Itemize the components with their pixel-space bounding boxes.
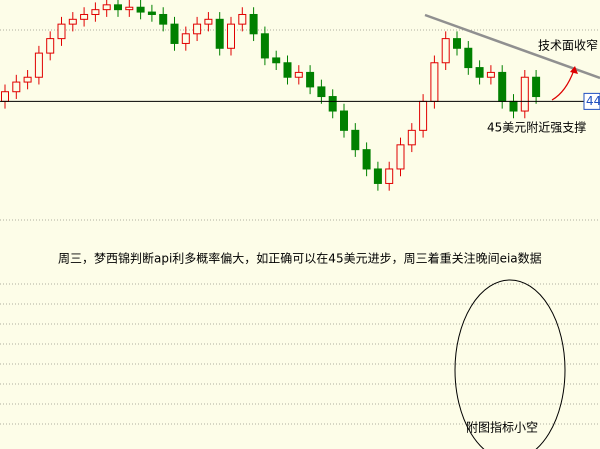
candle-body (204, 18, 213, 25)
candle-body (509, 100, 518, 112)
candle-body (453, 38, 461, 49)
candle-body (215, 18, 224, 49)
candle-body (317, 86, 326, 98)
candle-body (373, 168, 382, 184)
arrow (551, 69, 575, 101)
price-tag (583, 92, 600, 110)
candle-body (91, 9, 100, 15)
candle-body (340, 110, 348, 131)
candle-body (272, 57, 281, 64)
annotation: 周三，梦西锦判断api利多概率偏大，如正确可以在45美元进步，周三着重关注晚间e… (58, 251, 542, 266)
annotation: 附图指标小空 (466, 420, 538, 435)
candle-body (532, 76, 541, 98)
candle-body (1, 91, 9, 102)
candle-body (57, 23, 66, 40)
candle-body (102, 4, 111, 11)
grid (0, 29, 600, 425)
candle-body (80, 13, 89, 20)
annotation: 45美元附近强支撑 (487, 120, 586, 135)
candle-body (520, 76, 529, 112)
candle-body (46, 38, 55, 54)
candle-body (249, 13, 258, 35)
candle-body (385, 168, 394, 184)
highlight-ellipse (454, 279, 566, 449)
candle-body (351, 129, 360, 151)
annotation: 技术面收窄 (538, 38, 598, 53)
candle-body (464, 47, 473, 69)
candle-body (306, 71, 315, 88)
candle-body (114, 4, 122, 11)
candle-body (159, 13, 168, 25)
candle-body (34, 52, 43, 78)
candle-body (238, 13, 247, 25)
candle-body (407, 129, 416, 146)
candle-body (136, 6, 145, 13)
candle-body (23, 76, 32, 83)
arrow-head (570, 66, 578, 74)
candle-body (147, 11, 156, 15)
candle-body (12, 81, 21, 93)
candle-body (294, 71, 303, 78)
candle-body (486, 71, 495, 78)
trend-line (424, 13, 600, 80)
candle-body (181, 33, 190, 44)
candle-body (419, 100, 428, 131)
candle-body (227, 23, 235, 49)
candle-body (260, 33, 269, 59)
price-label: 44 (586, 94, 600, 108)
candle-body (396, 144, 405, 170)
candle-body (498, 71, 507, 102)
candle-body (328, 96, 337, 112)
candle-body (362, 149, 371, 170)
candle-body (475, 67, 484, 78)
candle-body (125, 6, 134, 11)
candle-body (170, 23, 179, 44)
candle-body (193, 23, 202, 35)
candle-body (441, 38, 450, 64)
candle-body (283, 62, 292, 78)
candle-body (430, 62, 439, 102)
candle-body (68, 18, 77, 25)
